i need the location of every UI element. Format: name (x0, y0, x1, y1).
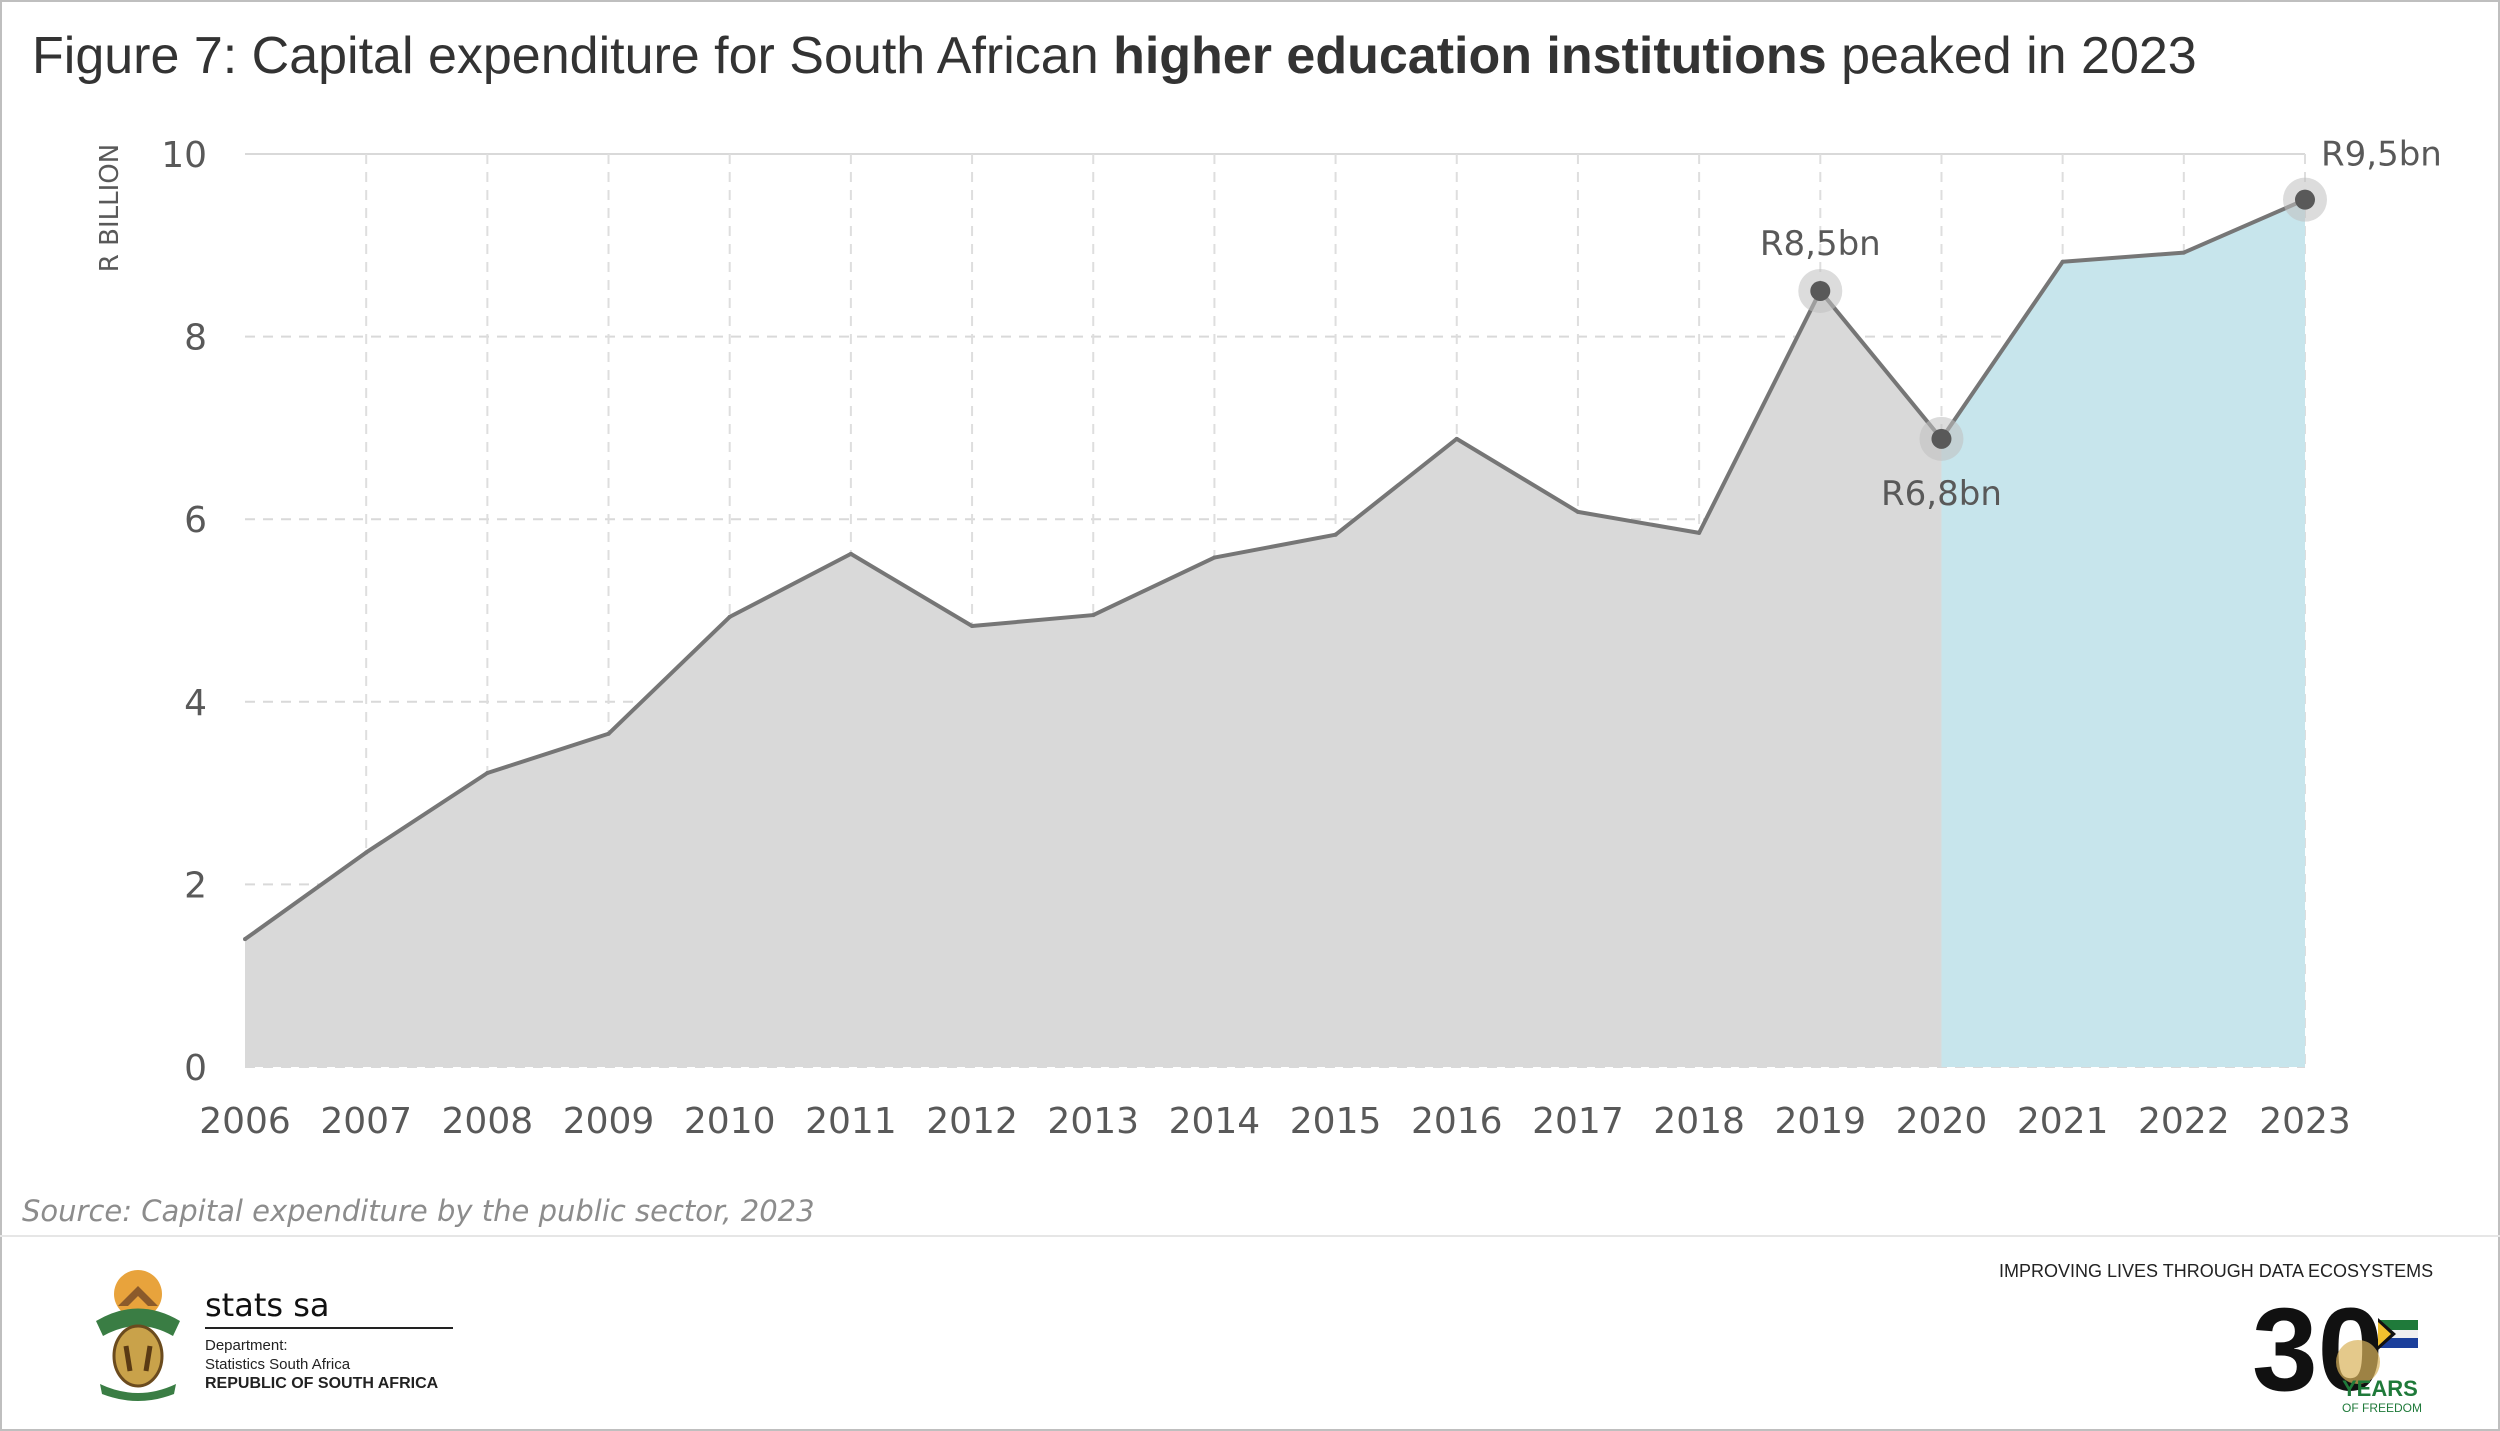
x-tick-label: 2018 (1653, 1101, 1745, 1142)
x-tick-label: 2020 (1896, 1101, 1988, 1142)
footer-divider (0, 1235, 2500, 1237)
y-tick-label: 2 (184, 865, 207, 906)
data-point (364, 850, 369, 855)
data-label: R6,8bn (1881, 474, 2002, 514)
chart-title: Figure 7: Capital expenditure for South … (32, 26, 2197, 86)
highlight-marker (1931, 428, 1952, 449)
x-tick-label: 2013 (1047, 1101, 1139, 1142)
brand-rule (205, 1327, 453, 1329)
data-point (1454, 436, 1459, 441)
y-tick-label: 8 (184, 318, 207, 359)
x-tick-label: 2021 (2017, 1101, 2109, 1142)
x-tick-label: 2016 (1411, 1101, 1503, 1142)
data-point (1212, 555, 1217, 560)
area-fill-from-2020 (1941, 199, 2305, 1067)
x-tick-label: 2010 (684, 1101, 776, 1142)
data-point (2181, 250, 2186, 255)
x-tick-label: 2011 (805, 1101, 897, 1142)
data-point (970, 624, 975, 629)
data-point (606, 731, 611, 736)
dept-line2: Statistics South Africa (205, 1356, 351, 1373)
y-tick-label: 10 (161, 135, 207, 176)
data-point (1697, 530, 1702, 535)
x-tick-label: 2015 (1290, 1101, 1382, 1142)
dept-line3: REPUBLIC OF SOUTH AFRICA (205, 1375, 439, 1392)
data-label: R9,5bn (2321, 135, 2442, 175)
logo-years: YEARS (2342, 1376, 2418, 1401)
thirty-years-logo: 30 YEARS OF FREEDOM (2252, 1288, 2422, 1416)
title-suffix: peaked in 2023 (1826, 27, 2197, 85)
x-tick-label: 2022 (2138, 1101, 2230, 1142)
tagline: IMPROVING LIVES THROUGH DATA ECOSYSTEMS (1999, 1261, 2434, 1281)
y-tick-label: 4 (184, 683, 207, 724)
data-point (1091, 613, 1096, 618)
data-label: R8,5bn (1760, 224, 1881, 264)
x-tick-label: 2014 (1169, 1101, 1261, 1142)
x-tick-label: 2009 (563, 1101, 655, 1142)
title-prefix: Figure 7: Capital expenditure for South … (32, 27, 1114, 85)
area-fill-before-2020 (245, 290, 1942, 1067)
y-tick-label: 0 (184, 1048, 207, 1089)
x-tick-label: 2017 (1532, 1101, 1624, 1142)
dept-line1: Department: (205, 1337, 288, 1354)
coat-of-arms-icon (96, 1270, 180, 1401)
x-tick-label: 2008 (442, 1101, 534, 1142)
title-bold: higher education institutions (1113, 27, 1827, 85)
highlight-marker (2295, 189, 2315, 210)
logo-freedom: OF FREEDOM (2342, 1401, 2422, 1415)
source-note: Source: Capital expenditure by the publi… (22, 1194, 815, 1228)
area-chart: 0 2 4 6 8 10 2006 2007 2008 2009 2010 2011 2012 2013 2… (95, 135, 2442, 1142)
highlight-marker (1810, 280, 1831, 301)
brand-name: stats sa (205, 1286, 330, 1324)
data-point (243, 937, 247, 942)
x-tick-label: 2012 (926, 1101, 1018, 1142)
x-tick-label: 2023 (2259, 1101, 2351, 1142)
series-line (243, 197, 2306, 941)
x-tick-label: 2006 (199, 1101, 291, 1142)
y-tick-label: 6 (184, 500, 207, 541)
x-tick-label: 2019 (1774, 1101, 1866, 1142)
data-point (1333, 532, 1338, 537)
department-block: Department: Statistics South Africa REPU… (205, 1336, 438, 1393)
x-tick-label: 2007 (320, 1101, 412, 1142)
y-axis-label: R BILLION (95, 144, 125, 272)
data-point (2060, 259, 2065, 264)
data-point (1575, 509, 1580, 514)
data-point (848, 551, 853, 556)
data-point (485, 771, 490, 776)
data-point (727, 614, 732, 619)
